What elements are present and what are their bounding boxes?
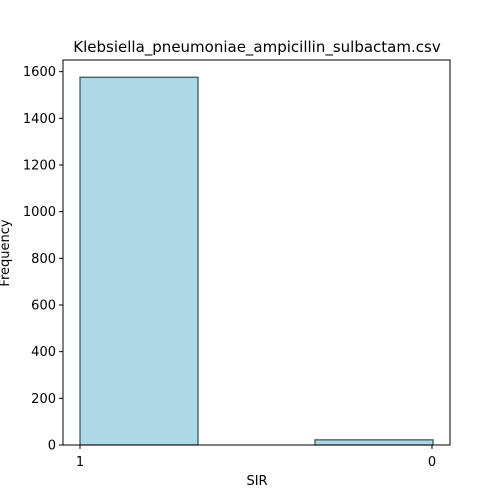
bar-0 (314, 439, 434, 446)
y-tick-label: 1400 (23, 112, 56, 127)
y-tick-label: 200 (31, 392, 56, 407)
bar-1 (79, 76, 199, 446)
chart-title: Klebsiella_pneumoniae_ampicillin_sulbact… (73, 38, 441, 57)
y-tick-label: 1600 (23, 65, 56, 80)
y-tick-label: 400 (31, 345, 56, 360)
y-tick-label: 600 (31, 299, 56, 314)
x-axis-label: SIR (246, 474, 267, 489)
y-axis-ticks: 0 200 400 600 800 1000 1200 1400 1600 (23, 65, 63, 454)
y-tick-label: 0 (48, 439, 56, 454)
x-tick-label: 1 (76, 455, 84, 470)
y-tick-label: 1000 (23, 205, 56, 220)
y-tick-label: 1200 (23, 159, 56, 174)
bars-group (79, 76, 434, 446)
plot-area-frame (62, 59, 451, 446)
y-tick-label: 800 (31, 252, 56, 267)
y-axis-label: Frequency (0, 219, 13, 286)
x-tick-label: 0 (428, 455, 436, 470)
